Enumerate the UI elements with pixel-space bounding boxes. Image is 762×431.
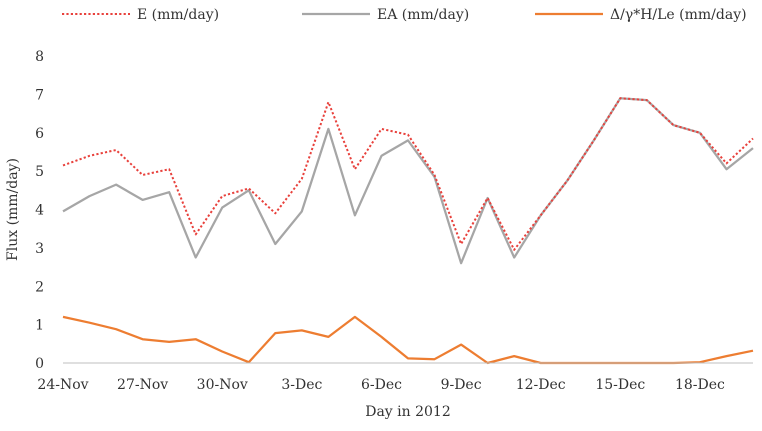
x-tick-label: 15-Dec — [595, 377, 645, 393]
x-axis-title: Day in 2012 — [365, 404, 451, 420]
y-tick-label: 0 — [35, 356, 44, 372]
series-line-ea — [62, 97, 754, 265]
legend-label: EA (mm/day) — [377, 7, 469, 23]
y-tick-label: 6 — [35, 126, 44, 142]
x-axis-ticks: 24-Nov 27-Nov 30-Nov 3-Dec 6-Dec 9-Dec 12-Dec 1… — [37, 377, 725, 393]
y-axis-ticks: 0 1 2 3 4 5 6 7 8 — [35, 49, 44, 372]
x-tick-label: 12-Dec — [516, 377, 566, 393]
x-tick-label: 24-Nov — [37, 377, 88, 393]
series-layer — [62, 97, 754, 365]
legend: E (mm/day) EA (mm/day) Δ/γ*H/Le (mm/day) — [62, 7, 747, 23]
plot-area: 0 1 2 3 4 5 6 7 8 24-Nov 27-Nov 30-Nov 3-Dec 6-Dec 9-… — [35, 49, 754, 393]
y-tick-label: 4 — [35, 203, 44, 219]
x-tick-label: 9-Dec — [441, 377, 482, 393]
x-tick-label: 6-Dec — [361, 377, 402, 393]
x-tick-label: 18-Dec — [675, 377, 725, 393]
series-line-delta-gamma-h-le — [62, 315, 754, 365]
series-line-e — [62, 97, 754, 251]
y-tick-label: 1 — [35, 318, 44, 334]
y-tick-label: 5 — [35, 164, 44, 180]
y-axis-title: Flux (mm/day) — [5, 158, 21, 261]
y-tick-label: 3 — [35, 241, 44, 257]
y-tick-label: 8 — [35, 49, 44, 65]
x-tick-label: 30-Nov — [197, 377, 248, 393]
x-tick-label: 27-Nov — [117, 377, 168, 393]
legend-label: E (mm/day) — [137, 7, 219, 23]
y-tick-label: 2 — [35, 279, 44, 295]
legend-label: Δ/γ*H/Le (mm/day) — [610, 7, 747, 23]
x-tick-label: 3-Dec — [281, 377, 322, 393]
y-tick-label: 7 — [35, 87, 44, 103]
